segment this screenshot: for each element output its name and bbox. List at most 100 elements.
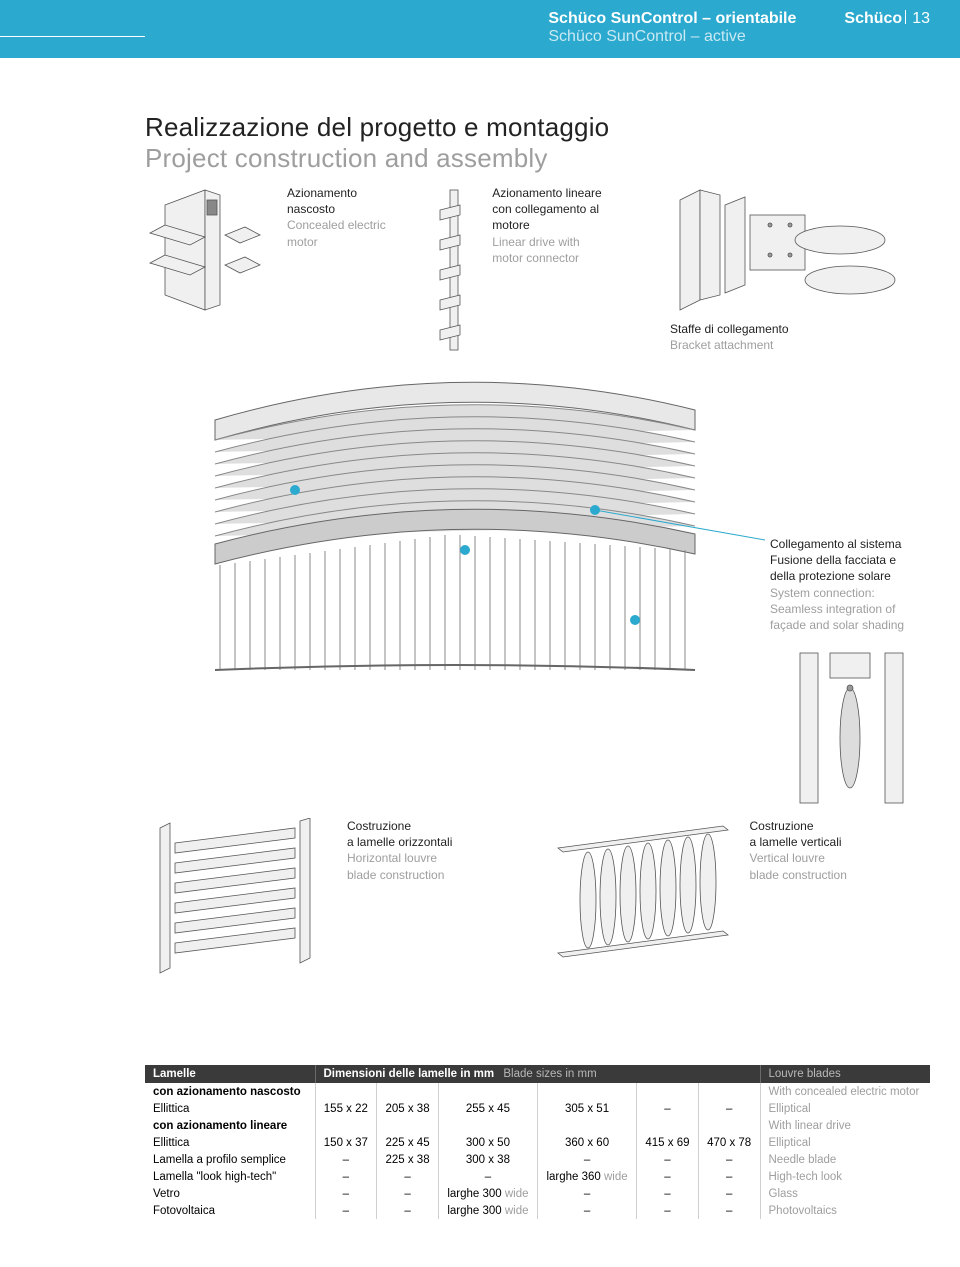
- table-row: con azionamento nascostoWith concealed e…: [145, 1083, 930, 1100]
- row-label: con azionamento nascosto: [145, 1083, 315, 1100]
- row-value: –: [377, 1185, 439, 1202]
- row-value: –: [315, 1151, 377, 1168]
- diagram-horizontal-louvre: Costruzionea lamelle orizzontali Horizon…: [145, 818, 498, 978]
- row-label: con azionamento lineare: [145, 1117, 315, 1134]
- row-value: –: [315, 1185, 377, 1202]
- row-label: Lamella "look high-tech": [145, 1168, 315, 1185]
- building-illustration: [145, 360, 765, 700]
- page-title-en: Project construction and assembly: [145, 143, 609, 174]
- row-label: Ellittica: [145, 1100, 315, 1117]
- row-value: larghe 360 wide: [537, 1168, 636, 1185]
- row-value: –: [377, 1202, 439, 1219]
- system-caption: Collegamento al sistemaFusione della fac…: [770, 536, 935, 633]
- row-value: –: [537, 1202, 636, 1219]
- row-right: Needle blade: [760, 1151, 930, 1168]
- th-dimensions: Dimensioni delle lamelle in mm Blade siz…: [315, 1065, 760, 1083]
- row-label: Fotovoltaica: [145, 1202, 315, 1219]
- table-body: con azionamento nascostoWith concealed e…: [145, 1083, 930, 1219]
- row-value: [438, 1117, 537, 1134]
- system-caption-en: System connection:Seamless integration o…: [770, 585, 935, 634]
- row-label: Lamella a profilo semplice: [145, 1151, 315, 1168]
- table-row: con azionamento lineare With linear drive: [145, 1117, 930, 1134]
- motor-caption-it: Azionamentonascosto: [287, 185, 386, 217]
- page-title: Realizzazione del progetto e montaggio P…: [145, 112, 609, 174]
- diagram-bracket: Staffe di collegamento Bracket attachmen…: [670, 185, 900, 355]
- row-value: 300 x 50: [438, 1134, 537, 1151]
- table: Lamelle Dimensioni delle lamelle in mm B…: [145, 1065, 930, 1219]
- row-value: [315, 1117, 377, 1134]
- diagram-concealed-motor: Azionamentonascosto Concealed electricmo…: [145, 185, 400, 355]
- row-value: [698, 1083, 760, 1100]
- header-title-en: Schüco SunControl – active: [548, 28, 796, 46]
- vertical-caption: Costruzionea lamelle verticali Vertical …: [750, 818, 847, 978]
- row-value: –: [698, 1202, 760, 1219]
- diagram-row-bottom: Costruzionea lamelle orizzontali Horizon…: [145, 818, 900, 978]
- diagram-vertical-louvre: Costruzionea lamelle verticali Vertical …: [548, 818, 901, 978]
- concealed-motor-icon: [145, 185, 275, 315]
- diagram-row-top: Azionamentonascosto Concealed electricmo…: [145, 185, 900, 355]
- row-value: larghe 300 wide: [438, 1202, 537, 1219]
- horizontal-caption-it: Costruzionea lamelle orizzontali: [347, 818, 452, 850]
- table-row: Ellittica150 x 37225 x 45300 x 50360 x 6…: [145, 1134, 930, 1151]
- linear-caption-en: Linear drive withmotor connector: [492, 234, 601, 266]
- header-bar: Schüco SunControl – orientabile Schüco S…: [0, 0, 960, 58]
- table-row: Ellittica155 x 22205 x 38255 x 45305 x 5…: [145, 1100, 930, 1117]
- row-value: –: [698, 1168, 760, 1185]
- motor-caption-en: Concealed electricmotor: [287, 217, 386, 249]
- row-value: 150 x 37: [315, 1134, 377, 1151]
- horizontal-caption-en: Horizontal louvreblade construction: [347, 850, 452, 882]
- vertical-caption-it: Costruzionea lamelle verticali: [750, 818, 847, 850]
- row-value: 305 x 51: [537, 1100, 636, 1117]
- row-value: –: [315, 1202, 377, 1219]
- row-value: –: [637, 1100, 699, 1117]
- row-value: [698, 1117, 760, 1134]
- th-dim-it: Dimensioni delle lamelle in mm: [324, 1068, 495, 1080]
- row-value: [438, 1083, 537, 1100]
- system-caption-it: Collegamento al sistemaFusione della fac…: [770, 536, 935, 585]
- header-title-it: Schüco SunControl – orientabile: [548, 10, 796, 28]
- row-value: 155 x 22: [315, 1100, 377, 1117]
- row-value: 470 x 78: [698, 1134, 760, 1151]
- row-value: [377, 1083, 439, 1100]
- header-titles: Schüco SunControl – orientabile Schüco S…: [548, 10, 796, 46]
- table-row: Vetro––larghe 300 wide–––Glass: [145, 1185, 930, 1202]
- row-value: 415 x 69: [637, 1134, 699, 1151]
- row-label: Vetro: [145, 1185, 315, 1202]
- vertical-louvre-icon: [548, 818, 738, 978]
- row-value: –: [637, 1202, 699, 1219]
- th-lamelle: Lamelle: [145, 1065, 315, 1083]
- page-title-it: Realizzazione del progetto e montaggio: [145, 112, 609, 143]
- row-value: –: [698, 1100, 760, 1117]
- row-value: –: [315, 1168, 377, 1185]
- vertical-caption-en: Vertical louvreblade construction: [750, 850, 847, 882]
- row-value: –: [637, 1151, 699, 1168]
- row-right: High-tech look: [760, 1168, 930, 1185]
- row-label: Ellittica: [145, 1134, 315, 1151]
- row-right: Glass: [760, 1185, 930, 1202]
- linear-drive-icon: [430, 185, 480, 355]
- row-value: [537, 1083, 636, 1100]
- table-row: Fotovoltaica––larghe 300 wide–––Photovol…: [145, 1202, 930, 1219]
- linear-caption: Azionamento linearecon collegamento almo…: [492, 185, 601, 355]
- row-right: Elliptical: [760, 1134, 930, 1151]
- row-right: With linear drive: [760, 1117, 930, 1134]
- row-value: –: [537, 1185, 636, 1202]
- building-svg: [145, 360, 765, 700]
- brand-separator: [905, 10, 906, 24]
- row-value: [637, 1117, 699, 1134]
- row-value: larghe 300 wide: [438, 1185, 537, 1202]
- horizontal-caption: Costruzionea lamelle orizzontali Horizon…: [347, 818, 452, 978]
- motor-caption: Azionamentonascosto Concealed electricmo…: [287, 185, 386, 355]
- row-value: –: [537, 1151, 636, 1168]
- row-value: [315, 1083, 377, 1100]
- blade-sizes-table: Lamelle Dimensioni delle lamelle in mm B…: [145, 1065, 930, 1219]
- row-value: –: [637, 1185, 699, 1202]
- row-right: Elliptical: [760, 1100, 930, 1117]
- row-value: –: [637, 1168, 699, 1185]
- bracket-caption-it: Staffe di collegamento: [670, 321, 900, 337]
- th-louvre-blades: Louvre blades: [760, 1065, 930, 1083]
- row-value: –: [698, 1185, 760, 1202]
- th-dim-en: Blade sizes in mm: [503, 1068, 596, 1080]
- row-value: 225 x 45: [377, 1134, 439, 1151]
- header-left-line: [0, 36, 145, 37]
